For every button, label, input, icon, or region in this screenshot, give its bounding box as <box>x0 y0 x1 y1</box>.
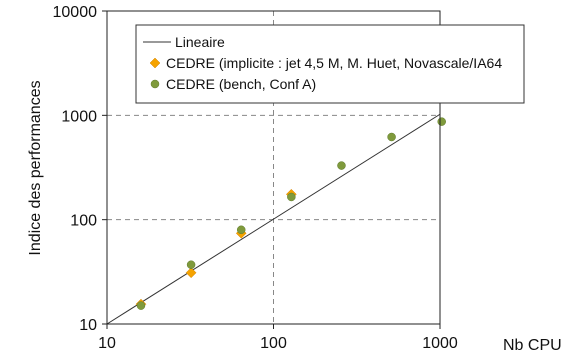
legend-label-cedre-bench: CEDRE (bench, Conf A) <box>166 76 316 92</box>
legend-label-lineaire: Lineaire <box>175 34 225 50</box>
y-tick-label-1: 100 <box>70 213 97 230</box>
y-tick-label-2: 1000 <box>61 108 97 125</box>
x-axis-label: Nb CPU <box>503 337 562 354</box>
y-axis-label: Indice des performances <box>27 80 44 255</box>
y-tick-label-0: 10 <box>79 317 97 334</box>
data-series <box>106 113 446 325</box>
axis-ticks: 10 100 1000 10 100 1000 10000 <box>53 4 458 352</box>
x-tick-label-2: 1000 <box>422 335 458 352</box>
legend-label-cedre-implicite: CEDRE (implicite : jet 4,5 M, M. Huet, N… <box>166 55 502 71</box>
y-tick-label-3: 10000 <box>53 4 98 21</box>
point-cedre-bench-0 <box>136 301 146 310</box>
legend-circle-marker <box>150 79 160 89</box>
legend-box <box>135 24 525 104</box>
point-cedre-bench-1 <box>186 260 196 269</box>
x-tick-label-1: 100 <box>260 335 287 352</box>
series-line-lineaire <box>106 113 441 325</box>
legend: Lineaire CEDRE (implicite : jet 4,5 M, M… <box>135 24 525 104</box>
point-cedre-bench-4 <box>337 161 346 170</box>
point-cedre-implicite-1 <box>185 267 197 279</box>
point-cedre-bench-6 <box>437 117 446 126</box>
point-cedre-bench-3 <box>287 192 296 202</box>
x-tick-label-0: 10 <box>98 335 116 352</box>
point-cedre-bench-2 <box>236 225 246 235</box>
point-cedre-bench-5 <box>387 132 396 142</box>
legend-diamond-marker <box>149 57 161 69</box>
